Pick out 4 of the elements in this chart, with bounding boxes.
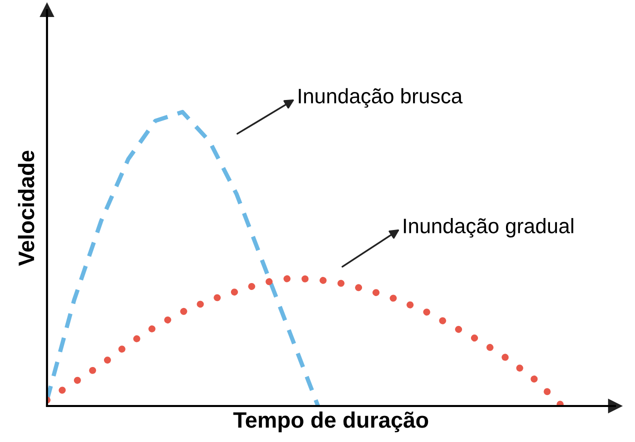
x-axis-title: Tempo de duração [233,412,428,432]
text: Inundação gradual [404,218,574,238]
text: Inundação brusca [298,88,463,108]
y-axis-title: Velocidade [18,150,34,266]
